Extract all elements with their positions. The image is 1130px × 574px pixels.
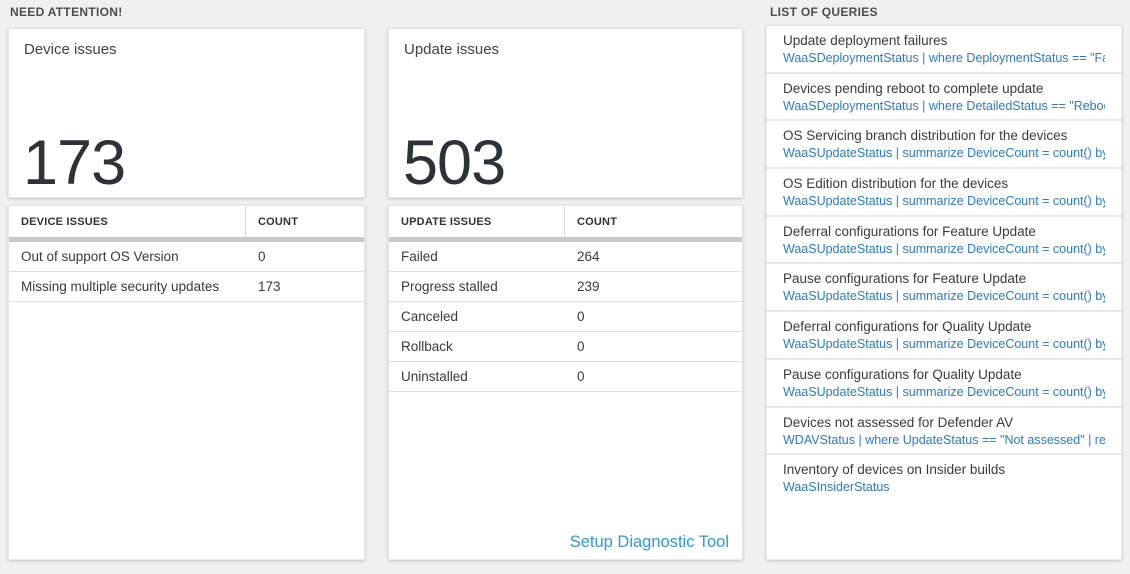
query-title: Devices not assessed for Defender AV — [783, 414, 1014, 430]
query-code[interactable]: WaaSUpdateStatus | summarize DeviceCount… — [783, 146, 1105, 161]
query-code[interactable]: WaaSDeploymentStatus | where DeploymentS… — [783, 51, 1105, 65]
device-issues-count: 173 — [23, 128, 126, 198]
count-column-header: COUNT — [258, 215, 299, 228]
device-issues-column-header: DEVICE ISSUES — [9, 206, 246, 237]
query-item[interactable]: Devices pending reboot to complete updat… — [767, 74, 1121, 122]
table-row[interactable]: Rollback 0 — [389, 332, 742, 362]
update-issues-column-header: UPDATE ISSUES — [389, 206, 565, 237]
query-title: Pause configurations for Feature Update — [783, 271, 1027, 287]
table-header-divider — [389, 237, 742, 242]
issue-count: 0 — [577, 339, 585, 354]
query-item[interactable]: Pause configurations for Quality Update … — [767, 360, 1121, 408]
query-title: OS Servicing branch distribution for the… — [783, 128, 1068, 144]
update-issues-table-header: UPDATE ISSUES COUNT — [389, 206, 742, 237]
query-title: Devices pending reboot to complete updat… — [783, 80, 1044, 96]
query-code[interactable]: WaaSUpdateStatus | summarize DeviceCount… — [783, 194, 1105, 209]
query-title: OS Edition distribution for the devices — [783, 176, 1009, 192]
table-row[interactable]: Canceled 0 — [389, 302, 742, 332]
issue-label: Progress stalled — [401, 279, 498, 294]
query-code[interactable]: WaaSInsiderStatus — [783, 480, 890, 495]
need-attention-section-label: NEED ATTENTION! — [10, 5, 123, 19]
query-title: Deferral configurations for Quality Upda… — [783, 319, 1032, 335]
query-code[interactable]: WaaSUpdateStatus | summarize DeviceCount… — [783, 241, 1105, 256]
table-row[interactable]: Progress stalled 239 — [389, 272, 742, 302]
issue-label: Rollback — [401, 339, 453, 354]
table-row[interactable]: Failed 264 — [389, 242, 742, 272]
update-issues-count: 503 — [403, 128, 506, 198]
query-title: Deferral configurations for Feature Upda… — [783, 223, 1036, 239]
query-title: Inventory of devices on Insider builds — [783, 462, 1006, 478]
device-issues-table: DEVICE ISSUES COUNT Out of support OS Ve… — [8, 205, 365, 560]
table-header-divider — [9, 237, 364, 242]
query-code[interactable]: WDAVStatus | where UpdateStatus == "Not … — [783, 432, 1105, 447]
issue-count: 0 — [577, 309, 585, 324]
update-issues-card-title: Update issues — [404, 41, 500, 58]
query-code[interactable]: WaaSUpdateStatus | summarize DeviceCount… — [783, 337, 1105, 352]
issue-label: Missing multiple security updates — [21, 279, 220, 294]
table-row[interactable]: Missing multiple security updates 173 — [9, 272, 364, 302]
query-item[interactable]: Inventory of devices on Insider builds W… — [767, 455, 1121, 503]
query-item[interactable]: Devices not assessed for Defender AV WDA… — [767, 408, 1121, 456]
issue-label: Uninstalled — [401, 369, 468, 384]
issue-count: 0 — [258, 249, 266, 264]
issue-label: Canceled — [401, 309, 459, 324]
issue-label: Failed — [401, 249, 438, 264]
device-issues-card[interactable]: Device issues 173 — [8, 28, 365, 198]
query-item[interactable]: Update deployment failures WaaSDeploymen… — [767, 26, 1121, 74]
query-code[interactable]: WaaSUpdateStatus | summarize DeviceCount… — [783, 384, 1105, 399]
query-title: Pause configurations for Quality Update — [783, 366, 1022, 382]
query-item[interactable]: Deferral configurations for Feature Upda… — [767, 217, 1121, 265]
setup-diagnostic-tool-link[interactable]: Setup Diagnostic Tool — [569, 533, 729, 551]
issue-count: 0 — [577, 369, 585, 384]
query-code[interactable]: WaaSDeploymentStatus | where DetailedSta… — [783, 98, 1105, 113]
list-of-queries-section-label: LIST OF QUERIES — [770, 5, 878, 19]
device-issues-card-title: Device issues — [24, 41, 117, 58]
update-issues-card[interactable]: Update issues 503 — [388, 28, 743, 198]
query-code[interactable]: WaaSUpdateStatus | summarize DeviceCount… — [783, 289, 1105, 304]
issue-count: 239 — [577, 279, 600, 294]
issue-count: 264 — [577, 249, 600, 264]
issue-label: Out of support OS Version — [21, 249, 179, 264]
table-row[interactable]: Uninstalled 0 — [389, 362, 742, 392]
update-issues-table: UPDATE ISSUES COUNT Failed 264 Progress … — [388, 205, 743, 560]
query-item[interactable]: Deferral configurations for Quality Upda… — [767, 312, 1121, 360]
table-row[interactable]: Out of support OS Version 0 — [9, 242, 364, 272]
query-item[interactable]: OS Edition distribution for the devices … — [767, 169, 1121, 217]
queries-panel: Update deployment failures WaaSDeploymen… — [766, 25, 1122, 560]
query-item[interactable]: OS Servicing branch distribution for the… — [767, 121, 1121, 170]
device-issues-table-header: DEVICE ISSUES COUNT — [9, 206, 364, 237]
count-column-header: COUNT — [577, 215, 618, 228]
issue-count: 173 — [258, 279, 281, 294]
query-item[interactable]: Pause configurations for Feature Update … — [767, 264, 1121, 313]
query-title: Update deployment failures — [783, 33, 948, 48]
